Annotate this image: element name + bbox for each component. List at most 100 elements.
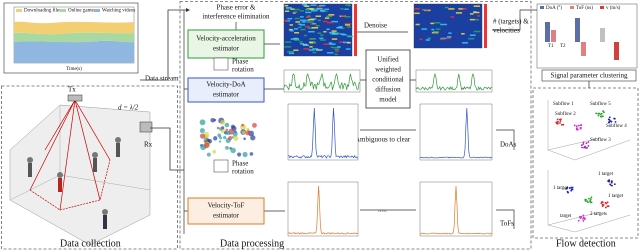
heatmap-cell — [419, 38, 423, 41]
surface-point — [226, 130, 231, 136]
subflow-label: Subflow 4 — [606, 124, 627, 129]
cluster-point — [577, 219, 580, 222]
heatmap-cell — [462, 8, 467, 10]
legend-swatch — [570, 6, 574, 9]
surface-point — [252, 122, 257, 128]
cluster-point — [582, 141, 585, 144]
heatmap-cell — [304, 25, 310, 28]
bar — [575, 18, 580, 42]
cluster-point — [577, 124, 580, 127]
heatmap-cell — [347, 26, 352, 28]
heatmap-cell — [307, 18, 315, 21]
heatmap-cell — [302, 44, 309, 46]
heatmap-cell — [320, 39, 326, 41]
spectrum-frame — [415, 69, 493, 93]
estimator-label: estimator — [213, 91, 240, 99]
cluster-point — [597, 112, 600, 115]
heatmap-cell — [332, 33, 339, 35]
rx-device — [139, 121, 153, 133]
cluster-point — [604, 201, 607, 204]
cluster-point — [589, 200, 591, 203]
heatmap-cell — [299, 19, 307, 22]
subflow-label: Subflow 2 — [555, 112, 576, 117]
estimator-label: Velocity-acceleration — [196, 35, 256, 43]
heatmap-cell — [474, 18, 480, 21]
clustering-label: Signal parameter clustering — [551, 72, 628, 80]
ellipsis: ..... — [378, 206, 387, 214]
heatmap-cell — [284, 46, 292, 48]
heatmap-cell — [347, 4, 352, 7]
heatmap-cell — [327, 21, 333, 24]
bar-label: T1 — [548, 44, 554, 49]
person — [103, 215, 107, 229]
heatmap-cell — [306, 20, 311, 22]
arrowhead — [186, 8, 190, 12]
cluster-point — [557, 120, 559, 123]
heatmap-cell — [473, 30, 481, 33]
model-label: diffusion — [375, 86, 401, 94]
heatmap-cell — [313, 41, 317, 44]
cluster-point — [556, 118, 559, 121]
bar — [551, 30, 556, 42]
surface-point — [232, 131, 238, 137]
subflow-label: Subflow 5 — [590, 102, 611, 107]
rotation-icon — [213, 57, 229, 71]
targets-label: # (targets) & — [493, 18, 529, 26]
heatmap-cell — [341, 15, 345, 17]
heatmap-cell — [288, 28, 293, 31]
heatmap-cell — [336, 27, 342, 29]
heatmap-cell — [322, 20, 328, 23]
heatmap-cell — [302, 4, 307, 6]
heatmap-cell — [299, 10, 305, 12]
heatmap-cell — [326, 28, 330, 31]
cluster-point — [610, 181, 613, 184]
heatmap-cell — [468, 37, 475, 40]
heatmap-cell — [335, 50, 340, 53]
heatmap-cell — [293, 38, 300, 40]
heatmap-cell — [286, 8, 290, 10]
heatmap-cell — [433, 22, 441, 24]
rotation-icon — [213, 159, 229, 173]
surface-point — [230, 147, 236, 154]
heatmap-cell — [346, 35, 351, 37]
cluster-point — [570, 189, 573, 192]
heatmap-cell — [326, 52, 334, 54]
heatmap-cell — [295, 21, 301, 23]
person — [27, 157, 33, 163]
heatmap-cell — [421, 28, 427, 30]
cluster-point — [571, 186, 574, 189]
heatmap-cell — [345, 4, 350, 6]
heatmap-cell — [440, 37, 447, 40]
cluster-point — [613, 117, 616, 120]
targets-label: velocities — [493, 27, 520, 35]
heatmap-cell — [448, 32, 452, 34]
heatmap-cell — [473, 5, 480, 7]
cluster-point — [609, 183, 612, 186]
legend-swatch — [60, 9, 66, 12]
target-label: 1 target — [553, 186, 569, 191]
cluster-point — [559, 120, 562, 122]
bar — [614, 42, 619, 60]
heatmap-cell — [301, 21, 306, 23]
heatmap-cell — [469, 34, 476, 36]
heatmap-cell — [320, 10, 325, 12]
person — [57, 172, 63, 178]
cluster-point — [573, 124, 576, 127]
model-box — [365, 49, 411, 109]
heatmap-cell — [328, 42, 333, 44]
heatmap-cell — [455, 12, 463, 14]
cluster-point — [581, 217, 584, 220]
surface-point — [250, 135, 256, 141]
area — [14, 40, 134, 63]
heatmap-cell — [469, 13, 474, 15]
model-label: conditional — [372, 76, 404, 84]
heatmap-cell — [308, 30, 315, 33]
heatmap-cell — [310, 10, 318, 12]
heatmap-cell — [300, 28, 306, 31]
heatmap-cell — [415, 23, 420, 26]
heatmap-cell — [446, 36, 452, 38]
flow-lines — [183, 9, 560, 234]
cluster-point — [584, 200, 587, 202]
section-title: Data collection — [60, 238, 121, 249]
heatmap-cell — [329, 31, 336, 34]
